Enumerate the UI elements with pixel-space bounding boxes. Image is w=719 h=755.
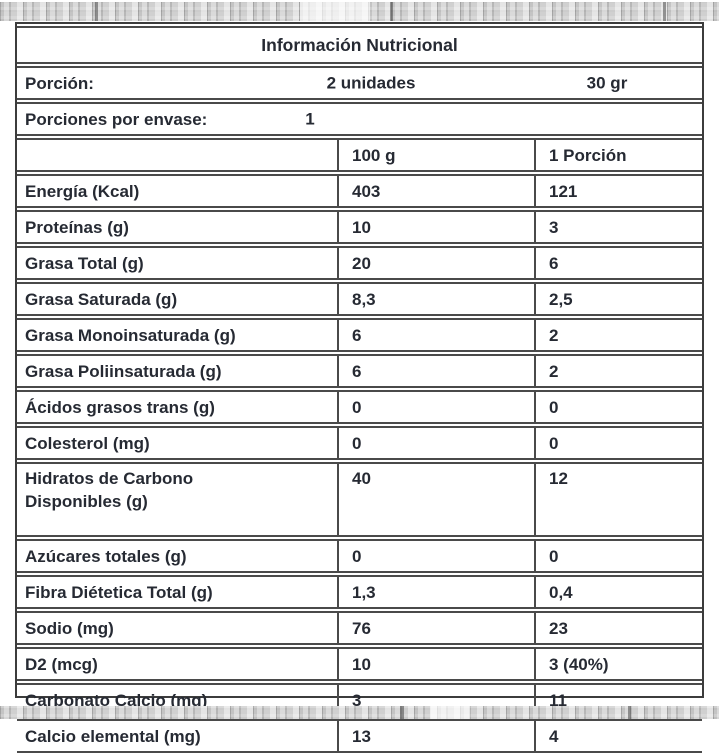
- row-value-portion: 0,4: [534, 575, 703, 609]
- texture-streak: [628, 706, 631, 719]
- row-label: Calcio elemental (mg): [17, 719, 337, 753]
- row-value-portion: 3: [534, 210, 703, 244]
- table-row-energia: Energía (Kcal) 403 121: [17, 174, 703, 208]
- table-row-calcio-elemental: Calcio elemental (mg) 13 4: [17, 719, 703, 753]
- row-label: Hidratos de Carbono Disponibles (g): [25, 469, 194, 511]
- row-value-100g: 8,3: [337, 282, 534, 316]
- table-row-hidratos-carbono: Hidratos de Carbono Disponibles (g) 40 1…: [17, 462, 703, 537]
- table-row-colesterol: Colesterol (mg) 0 0: [17, 426, 703, 460]
- row-value-portion: 2,5: [534, 282, 703, 316]
- row-value-100g: 0: [337, 539, 534, 573]
- serving-weight-value: 30 gr: [586, 73, 628, 93]
- servings-per-container-row: Porciones por envase: 1: [17, 102, 703, 136]
- row-label: Fibra Diétetica Total (g): [17, 575, 337, 609]
- row-value-100g: 0: [337, 426, 534, 460]
- row-label: Grasa Monoinsaturada (g): [17, 318, 337, 352]
- row-label: Energía (Kcal): [17, 174, 337, 208]
- row-label: Grasa Saturada (g): [17, 282, 337, 316]
- row-label: Grasa Poliinsaturada (g): [17, 354, 337, 388]
- serving-row: Porción: 2 unidades 30 gr: [17, 66, 703, 100]
- row-label: Grasa Total (g): [17, 246, 337, 280]
- row-label: Sodio (mg): [17, 611, 337, 645]
- servings-per-container-value: 1: [305, 109, 315, 129]
- column-header-row: 100 g 1 Porción: [17, 138, 703, 172]
- column-header-portion: 1 Porción: [534, 138, 703, 172]
- texture-light-patch: [430, 706, 470, 719]
- row-value-portion: 12: [534, 462, 703, 537]
- table-title: Información Nutricional: [17, 26, 703, 64]
- row-value-portion: 4: [534, 719, 703, 753]
- table-row-proteinas: Proteínas (g) 10 3: [17, 210, 703, 244]
- scan-texture-top: [0, 2, 719, 21]
- table-row-grasa-saturada: Grasa Saturada (g) 8,3 2,5: [17, 282, 703, 316]
- serving-units-value: 2 unidades: [326, 73, 416, 93]
- row-value-portion: 2: [534, 354, 703, 388]
- row-label: Proteínas (g): [17, 210, 337, 244]
- table-row-grasa-poliinsaturada: Grasa Poliinsaturada (g) 6 2: [17, 354, 703, 388]
- texture-streak: [663, 2, 666, 21]
- row-value-portion: 121: [534, 174, 703, 208]
- row-value-portion: 0: [534, 390, 703, 424]
- texture-streak: [390, 2, 393, 21]
- nutrition-table-panel: Información Nutricional Porción: 2 unida…: [15, 22, 704, 753]
- row-value-portion: 3 (40%): [534, 647, 703, 681]
- row-label: Ácidos grasos trans (g): [17, 390, 337, 424]
- row-value-portion: 0: [534, 426, 703, 460]
- row-value-100g: 13: [337, 719, 534, 753]
- row-value-portion: 23: [534, 611, 703, 645]
- texture-light-patch: [300, 2, 370, 21]
- table-row-sodio: Sodio (mg) 76 23: [17, 611, 703, 645]
- table-row-acidos-trans: Ácidos grasos trans (g) 0 0: [17, 390, 703, 424]
- row-value-portion: 0: [534, 539, 703, 573]
- row-value-100g: 6: [337, 354, 534, 388]
- nutrition-table: Información Nutricional Porción: 2 unida…: [17, 24, 703, 755]
- row-value-100g: 20: [337, 246, 534, 280]
- row-value-portion: 2: [534, 318, 703, 352]
- servings-per-container-label: Porciones por envase:: [25, 109, 208, 129]
- texture-streak: [400, 706, 404, 719]
- table-row-fibra: Fibra Diétetica Total (g) 1,3 0,4: [17, 575, 703, 609]
- row-value-100g: 76: [337, 611, 534, 645]
- table-title-row: Información Nutricional: [17, 26, 703, 64]
- row-value-portion: 6: [534, 246, 703, 280]
- row-label: D2 (mcg): [17, 647, 337, 681]
- row-value-100g: 10: [337, 647, 534, 681]
- row-value-100g: 0: [337, 390, 534, 424]
- serving-label: Porción:: [25, 73, 94, 93]
- row-label: Colesterol (mg): [17, 426, 337, 460]
- table-row-grasa-monoinsaturada: Grasa Monoinsaturada (g) 6 2: [17, 318, 703, 352]
- row-value-100g: 40: [337, 462, 534, 537]
- table-row-azucares: Azúcares totales (g) 0 0: [17, 539, 703, 573]
- row-label: Azúcares totales (g): [17, 539, 337, 573]
- row-value-100g: 6: [337, 318, 534, 352]
- scan-texture-bottom: [0, 706, 719, 719]
- row-value-100g: 1,3: [337, 575, 534, 609]
- column-header-empty: [17, 138, 337, 172]
- texture-streak: [95, 2, 98, 21]
- column-header-100g: 100 g: [337, 138, 534, 172]
- row-value-100g: 10: [337, 210, 534, 244]
- table-row-grasa-total: Grasa Total (g) 20 6: [17, 246, 703, 280]
- table-row-d2: D2 (mcg) 10 3 (40%): [17, 647, 703, 681]
- row-value-100g: 403: [337, 174, 534, 208]
